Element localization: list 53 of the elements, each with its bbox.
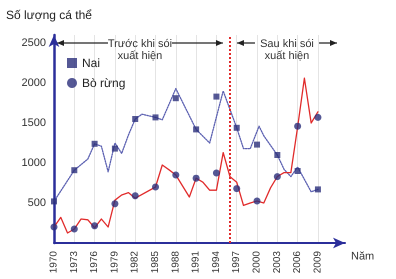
point bbox=[294, 168, 301, 174]
annotation: Sau khi sói xuất hiện bbox=[260, 38, 314, 62]
x-tick-label: 1988 bbox=[170, 250, 182, 274]
point bbox=[254, 198, 261, 204]
x-tick-label: 1976 bbox=[89, 250, 100, 274]
y-tick-label: 2000 bbox=[22, 77, 46, 89]
y-axis-title: Số lượng cá thể bbox=[6, 8, 92, 22]
x-axis-title: Năm bbox=[351, 250, 374, 262]
point bbox=[274, 152, 280, 158]
x-tick-label: 1982 bbox=[130, 250, 141, 274]
point bbox=[152, 184, 160, 190]
x-tick-label: 2009 bbox=[312, 250, 324, 274]
y-tick-label: 500 bbox=[28, 197, 46, 209]
x-tick-label: 2003 bbox=[272, 250, 283, 274]
point bbox=[111, 200, 118, 208]
y-tick-label: 1000 bbox=[22, 157, 46, 169]
point bbox=[172, 95, 179, 102]
x-tick-label: 1991 bbox=[190, 250, 202, 274]
point bbox=[274, 173, 281, 180]
point bbox=[71, 167, 78, 174]
point bbox=[314, 114, 322, 121]
point bbox=[172, 172, 180, 178]
point bbox=[132, 116, 138, 122]
point bbox=[152, 114, 159, 120]
legend-label: Bò rừng bbox=[82, 76, 126, 90]
point bbox=[51, 198, 57, 204]
legend-label: Nai bbox=[82, 56, 100, 70]
point bbox=[50, 224, 58, 230]
point bbox=[233, 185, 240, 192]
x-tick-label: 1994 bbox=[210, 250, 222, 274]
point bbox=[314, 186, 321, 192]
point bbox=[234, 124, 240, 131]
point bbox=[132, 192, 139, 200]
point bbox=[70, 226, 78, 232]
point bbox=[212, 170, 220, 176]
x-tick-label: 1970 bbox=[48, 250, 60, 274]
x-tick-label: 1979 bbox=[109, 250, 120, 274]
point bbox=[193, 126, 200, 132]
point bbox=[294, 122, 302, 130]
x-tick-label: 2006 bbox=[292, 250, 304, 274]
point bbox=[92, 140, 98, 147]
point bbox=[112, 146, 118, 152]
annotation: Trước khi sói xuất hiện bbox=[108, 38, 172, 62]
y-tick-label: 2500 bbox=[22, 37, 46, 49]
point bbox=[254, 142, 260, 148]
x-tick-label: 1973 bbox=[68, 250, 80, 274]
x-tick-label: 1997 bbox=[231, 250, 242, 274]
x-tick-label: 1985 bbox=[150, 250, 162, 274]
x-tick-label: 2000 bbox=[252, 250, 263, 274]
point bbox=[91, 222, 98, 230]
y-tick-label: 1500 bbox=[22, 117, 46, 129]
point bbox=[192, 174, 200, 182]
point bbox=[213, 94, 220, 100]
